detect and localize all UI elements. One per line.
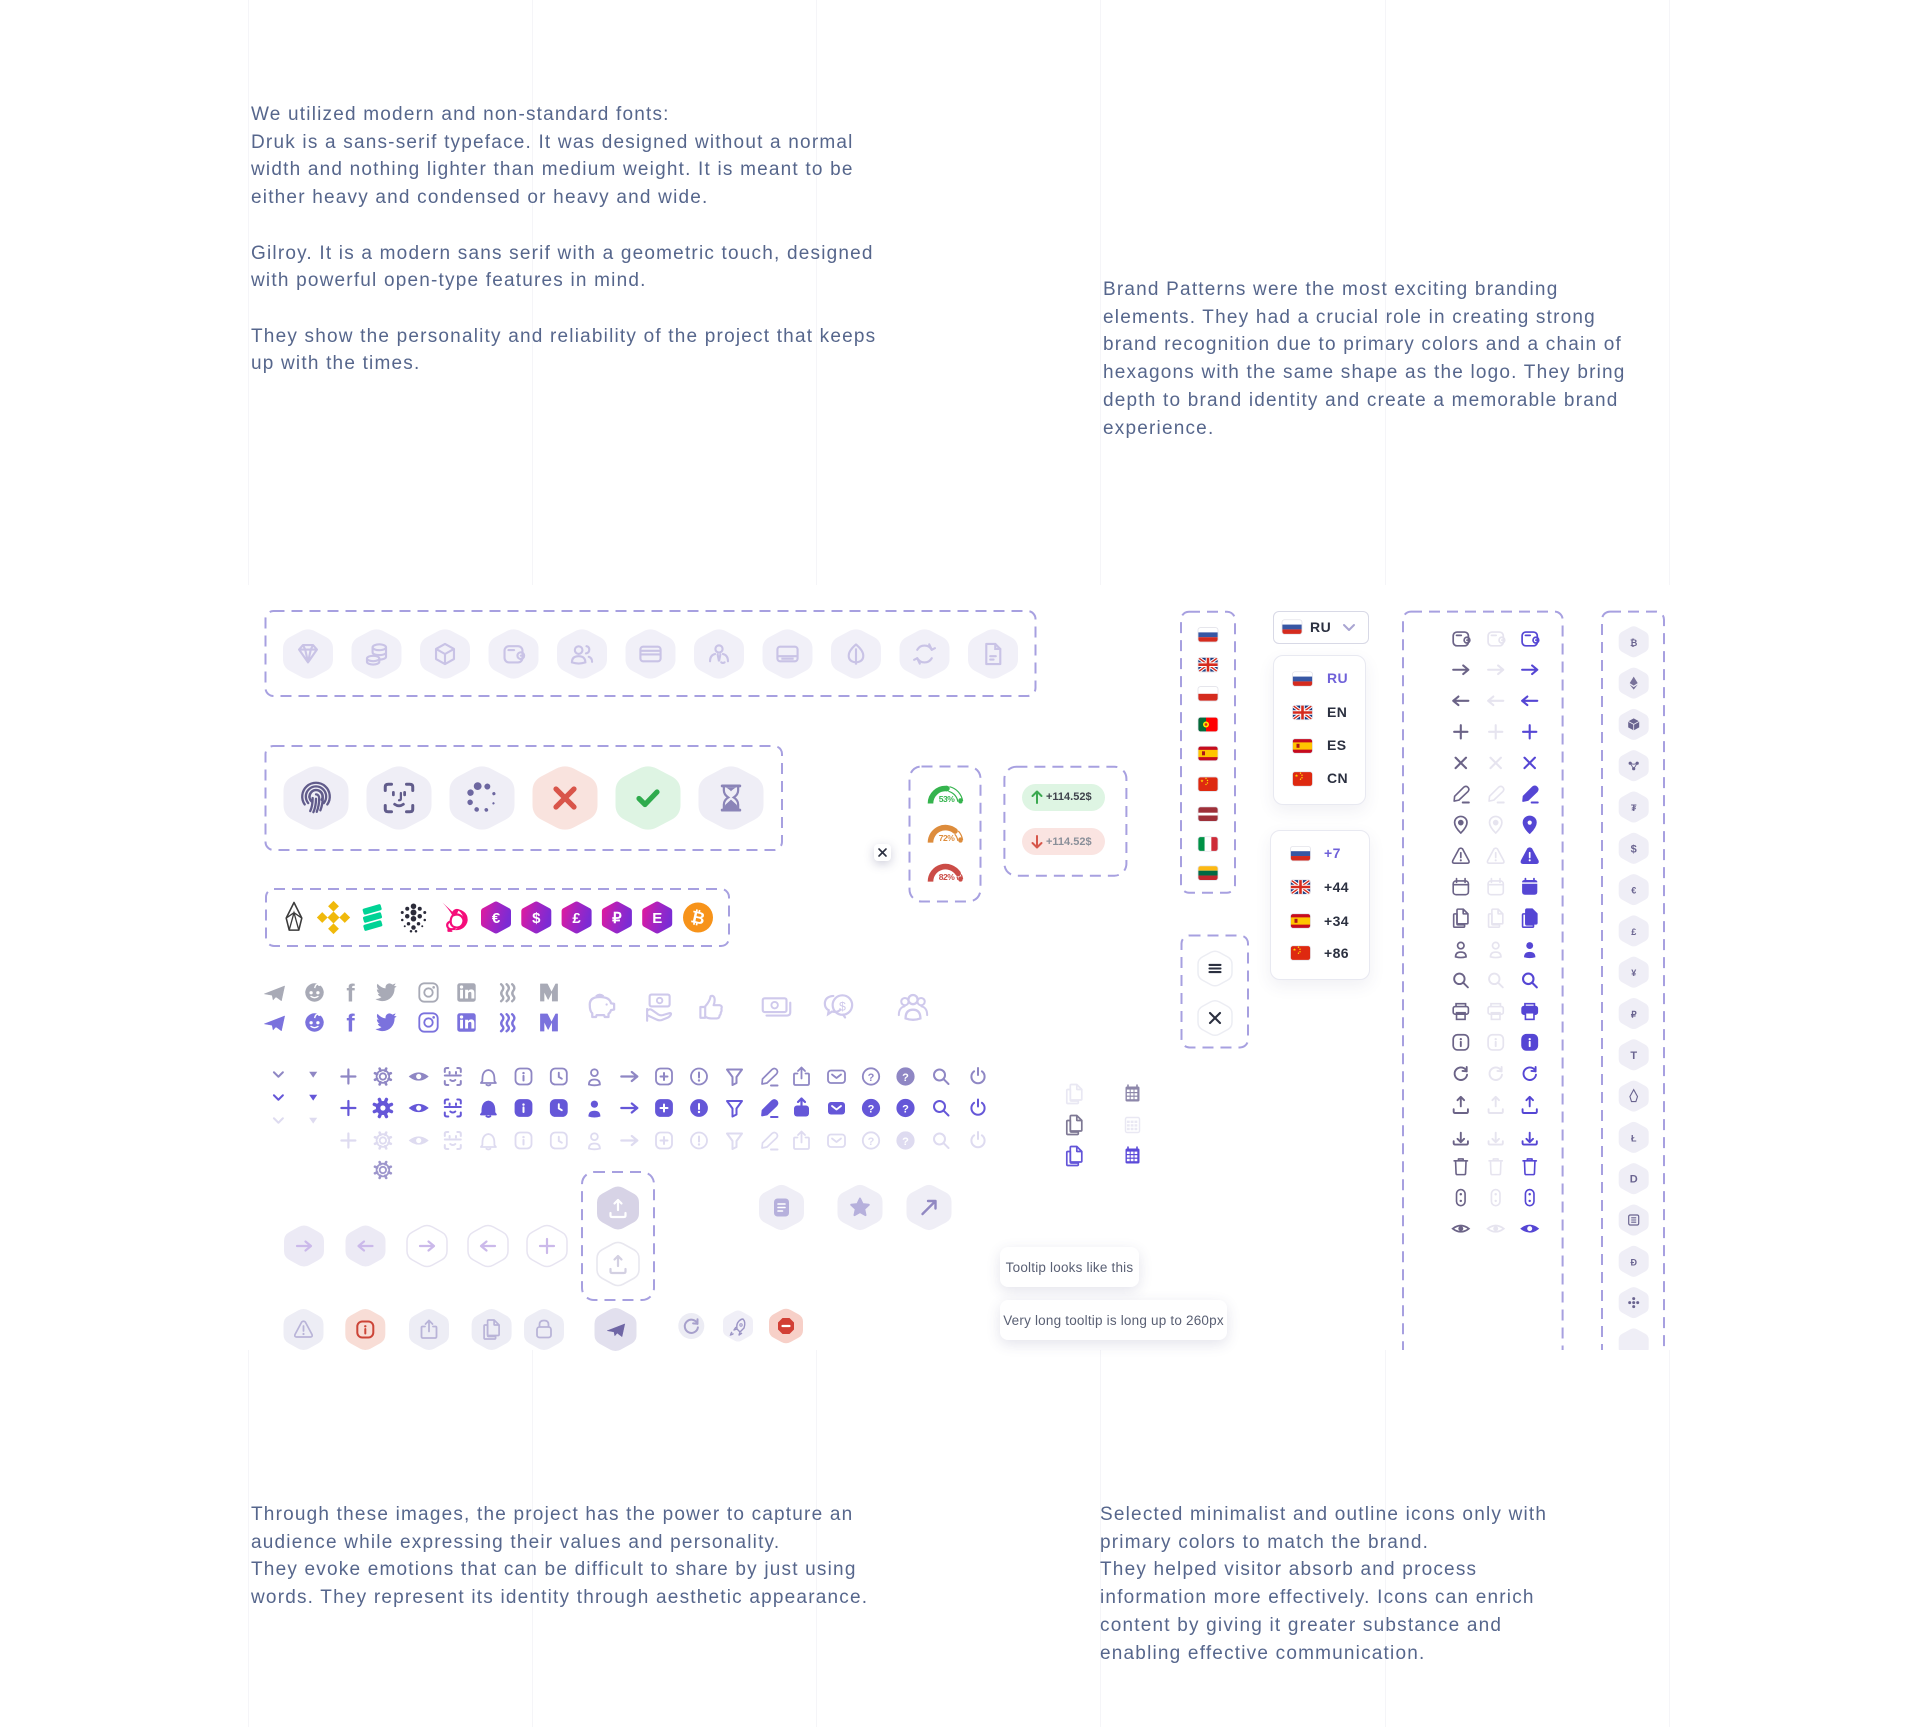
svg-text:$: $ — [1631, 843, 1637, 855]
svg-text:£: £ — [572, 910, 581, 927]
svg-text:€: € — [1631, 886, 1636, 896]
svg-text:f: f — [346, 1010, 355, 1037]
svg-text:$: $ — [839, 1000, 846, 1014]
svg-text:?: ? — [902, 1136, 909, 1148]
svg-text:?: ? — [902, 1072, 909, 1084]
svg-text:¥: ¥ — [1631, 968, 1636, 978]
svg-text:$: $ — [532, 910, 541, 927]
svg-text:Đ: Đ — [1630, 1257, 1637, 1267]
svg-text:₮: ₮ — [1631, 803, 1637, 813]
svg-text:82%: 82% — [939, 872, 955, 882]
svg-text:D: D — [1630, 1174, 1638, 1186]
svg-text:₽: ₽ — [612, 910, 622, 927]
svg-text:Ł: Ł — [1631, 1133, 1637, 1143]
svg-text:E: E — [652, 910, 662, 927]
svg-text:72%: 72% — [939, 833, 955, 843]
svg-text:f: f — [346, 980, 355, 1007]
svg-text:?: ? — [868, 1136, 875, 1148]
svg-text:T: T — [1630, 1050, 1637, 1062]
svg-text:€: € — [492, 910, 501, 927]
svg-text:?: ? — [868, 1104, 875, 1116]
svg-text:₿: ₿ — [1630, 638, 1637, 648]
svg-text:₽: ₽ — [1631, 1010, 1637, 1020]
svg-text:₿: ₿ — [689, 907, 707, 928]
svg-text:?: ? — [868, 1072, 875, 1084]
svg-text:53%: 53% — [939, 794, 955, 804]
svg-text:?: ? — [902, 1104, 909, 1116]
svg-text:£: £ — [1631, 927, 1636, 937]
